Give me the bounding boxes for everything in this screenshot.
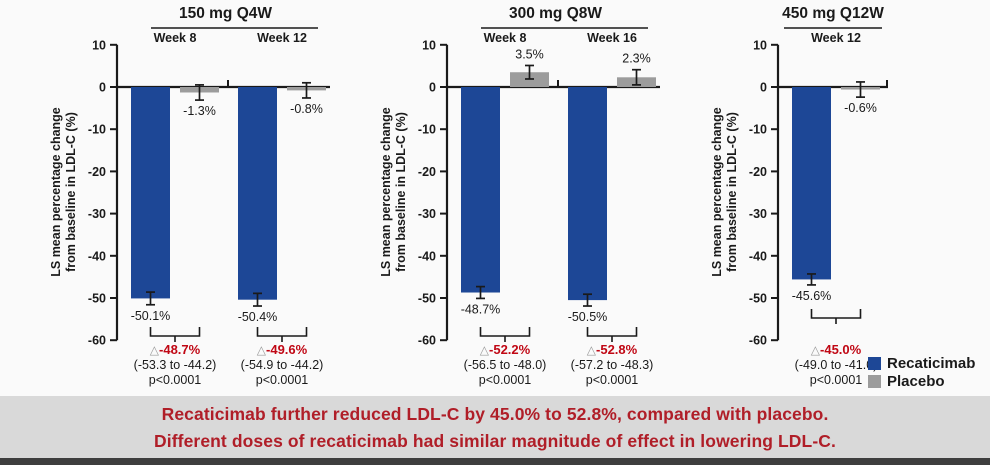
y-tick-label: -60 [88, 334, 106, 348]
y-tick-label: -10 [418, 123, 436, 137]
comparison-bracket [810, 309, 862, 324]
chart-panel-1: 150 mg Q4W 10 0 -10 -20 -30 -40 -50 -60 LS mean p… [49, 5, 330, 387]
bar-value-label: -50.4% [238, 310, 278, 324]
legend-label-recaticimab: Recaticimab [887, 355, 976, 372]
week-label: Week 8 [484, 31, 527, 45]
legend-item-placebo: Placebo [868, 374, 975, 389]
bar-value-label: -45.6% [792, 289, 832, 303]
y-tick-label: 0 [760, 81, 767, 95]
y-tick-label: -40 [749, 249, 767, 263]
difference-ci: (-49.0 to -41.0) [795, 358, 878, 372]
y-tick-label: -10 [749, 123, 767, 137]
difference-ci: (-57.2 to -48.3) [571, 358, 654, 372]
y-tick-label: -20 [749, 165, 767, 179]
difference-pvalue: p<0.0001 [256, 373, 309, 387]
difference-value: △-52.8% [587, 342, 638, 357]
bar-recaticimab [131, 87, 170, 299]
panel-title: 300 mg Q8W [509, 5, 602, 22]
y-tick-label: -30 [749, 207, 767, 221]
y-tick-label: 0 [429, 81, 436, 95]
y-tick-label: -40 [88, 249, 106, 263]
y-tick-label: 10 [753, 38, 767, 52]
y-tick-label: -60 [418, 334, 436, 348]
bar-value-label: -48.7% [461, 302, 501, 316]
y-tick-label: 0 [99, 81, 106, 95]
charts-area: 150 mg Q4W 10 0 -10 -20 -30 -40 -50 -60 LS mean p… [49, 5, 888, 387]
comparison-bracket [586, 327, 638, 342]
week-label: Week 16 [587, 31, 637, 45]
difference-pvalue: p<0.0001 [149, 373, 202, 387]
week-label: Week 8 [154, 31, 197, 45]
bar-value-label: -1.3% [183, 104, 216, 118]
difference-value: △-52.2% [480, 342, 531, 357]
y-tick-label: -50 [749, 292, 767, 306]
difference-value: △-48.7% [150, 342, 201, 357]
banner-line-2: Different doses of recaticimab had simil… [154, 430, 836, 451]
legend-item-recaticimab: Recaticimab [868, 356, 975, 371]
y-axis-title: LS mean percentage changefrom baseline i… [379, 107, 408, 277]
week-label: Week 12 [257, 31, 307, 45]
panel-title: 450 mg Q12W [782, 5, 884, 22]
chart-panel-2: 300 mg Q8W 10 0 -10 -20 -30 -40 -50 -60 LS mean p… [379, 5, 660, 387]
bar-recaticimab [568, 87, 607, 301]
y-tick-label: -50 [418, 292, 436, 306]
banner-line-1: Recaticimab further reduced LDL-C by 45.… [161, 404, 829, 424]
bar-value-label: -50.1% [131, 309, 171, 323]
y-tick-label: -60 [749, 334, 767, 348]
summary-banner: Recaticimab further reduced LDL-C by 45.… [0, 396, 990, 458]
comparison-bracket [149, 327, 201, 342]
week-label: Week 12 [811, 31, 861, 45]
legend-swatch-placebo [868, 375, 881, 388]
bar-value-label: -0.6% [844, 101, 877, 115]
bar-value-label: 2.3% [622, 52, 651, 66]
y-tick-label: -50 [88, 292, 106, 306]
difference-pvalue: p<0.0001 [479, 373, 532, 387]
y-tick-label: -20 [88, 165, 106, 179]
legend-label-placebo: Placebo [887, 373, 945, 390]
y-axis-title: LS mean percentage changefrom baseline i… [49, 107, 78, 277]
y-tick-label: -30 [418, 207, 436, 221]
legend-swatch-recaticimab [868, 357, 881, 370]
y-tick-label: -10 [88, 123, 106, 137]
bottom-strip [0, 458, 990, 465]
y-tick-label: 10 [422, 38, 436, 52]
difference-value: △-45.0% [811, 342, 862, 357]
y-axis-title: LS mean percentage changefrom baseline i… [710, 107, 739, 277]
comparison-bracket [479, 327, 531, 342]
difference-value: △-49.6% [257, 342, 308, 357]
bar-value-label: -0.8% [290, 102, 323, 116]
bar-value-label: 3.5% [515, 47, 544, 61]
difference-ci: (-53.3 to -44.2) [134, 358, 217, 372]
difference-pvalue: p<0.0001 [586, 373, 639, 387]
difference-ci: (-56.5 to -48.0) [464, 358, 547, 372]
bar-recaticimab [238, 87, 277, 300]
panel-title: 150 mg Q4W [179, 5, 272, 22]
bar-recaticimab [461, 87, 500, 293]
bar-recaticimab [792, 87, 831, 280]
y-tick-label: -30 [88, 207, 106, 221]
y-tick-label: -40 [418, 249, 436, 263]
comparison-bracket [256, 327, 308, 342]
bar-value-label: -50.5% [568, 310, 608, 324]
y-tick-label: 10 [92, 38, 106, 52]
y-tick-label: -20 [418, 165, 436, 179]
difference-pvalue: p<0.0001 [810, 373, 863, 387]
legend: Recaticimab Placebo [868, 356, 975, 389]
chart-panel-3: 450 mg Q12W 10 0 -10 -20 -30 -40 -50 -60 LS mean … [710, 5, 888, 387]
difference-ci: (-54.9 to -44.2) [241, 358, 324, 372]
